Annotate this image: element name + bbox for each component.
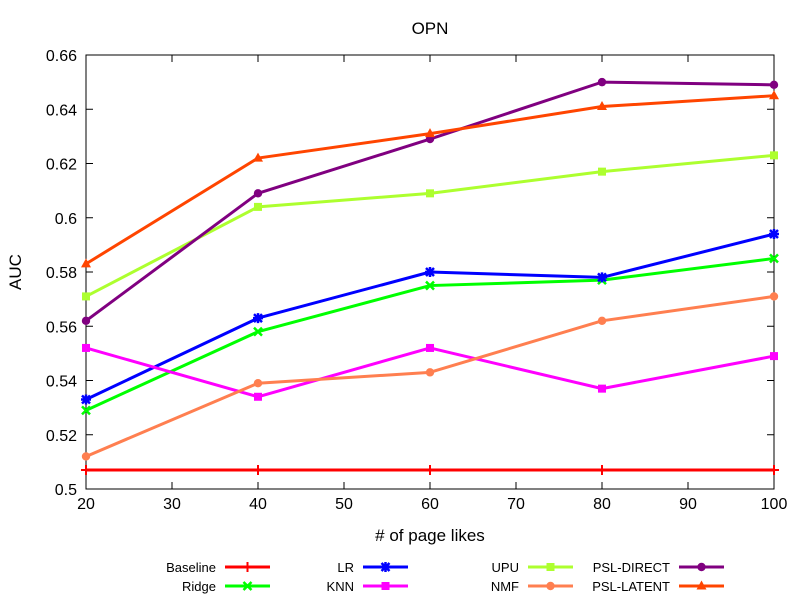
data-point: [254, 392, 262, 401]
x-tick-label: 70: [507, 496, 525, 513]
y-tick-label: 0.5: [55, 482, 77, 499]
data-point: [253, 465, 263, 476]
series-line: [85, 94, 775, 266]
data-point: [81, 394, 91, 405]
legend-entry: UPU: [492, 560, 573, 575]
x-tick-label: 20: [77, 496, 95, 513]
legend: Baseline Ridge LR KNN UPU NMF PSL-DIRECT PSL-LA…: [166, 560, 724, 594]
legend-entry: KNN: [327, 579, 408, 594]
data-point: [253, 189, 263, 198]
legend-marker: [381, 582, 390, 590]
legend-label: Baseline: [166, 560, 216, 575]
series-upu: [82, 151, 778, 301]
x-tick-label: 60: [421, 496, 439, 513]
legend-entry: PSL-LATENT: [592, 579, 724, 594]
legend-entry: Ridge: [182, 579, 270, 594]
series-lr: [81, 229, 779, 405]
data-point: [82, 343, 90, 352]
data-point: [597, 465, 607, 476]
data-point: [769, 80, 779, 90]
data-point: [82, 292, 90, 301]
legend-marker: [696, 580, 707, 590]
data-point: [598, 167, 606, 176]
legend-entry: PSL-DIRECT: [593, 560, 724, 575]
y-tick-label: 0.62: [46, 157, 77, 174]
series-psl-direct: [81, 77, 779, 326]
x-axis-label: # of page likes: [375, 526, 485, 545]
data-point: [253, 326, 263, 337]
legend-marker: [380, 562, 391, 572]
series-nmf: [81, 292, 779, 461]
y-tick-label: 0.66: [46, 48, 77, 65]
x-tick-label: 80: [593, 496, 611, 513]
x-tick-label: 40: [249, 496, 267, 513]
data-point: [769, 229, 779, 240]
data-point: [769, 253, 779, 264]
data-point: [769, 90, 779, 100]
x-tick-label: 30: [163, 496, 181, 513]
data-point: [81, 258, 91, 268]
data-point: [425, 368, 435, 377]
data-point: [426, 343, 434, 352]
legend-entry: LR: [337, 560, 408, 575]
data-point: [425, 267, 435, 277]
legend-label: LR: [337, 560, 354, 575]
y-tick-label: 0.52: [46, 428, 77, 445]
data-point: [597, 101, 607, 111]
series-ridge: [81, 253, 779, 416]
legend-label: PSL-DIRECT: [593, 560, 670, 575]
legend-label: Ridge: [182, 579, 216, 594]
data-point: [598, 384, 606, 393]
data-point: [597, 272, 607, 283]
y-tick-label: 0.56: [46, 319, 77, 336]
legend-marker: [242, 562, 253, 572]
data-point: [81, 316, 91, 326]
legend-entry: NMF: [491, 579, 573, 594]
data-point: [597, 316, 607, 326]
legend-label: KNN: [327, 579, 354, 594]
data-point: [81, 465, 91, 476]
legend-marker: [546, 581, 555, 591]
data-point: [769, 292, 779, 301]
data-point: [253, 152, 263, 162]
legend-label: PSL-LATENT: [592, 579, 670, 594]
data-point: [770, 352, 778, 361]
y-tick-label: 0.64: [46, 102, 77, 119]
series-knn: [82, 343, 778, 401]
data-point: [769, 465, 779, 476]
data-point: [425, 128, 435, 138]
legend-marker: [242, 581, 253, 591]
legend-marker: [546, 563, 555, 571]
data-point: [253, 379, 263, 388]
y-tick-label: 0.58: [46, 265, 77, 282]
y-tick-label: 0.54: [46, 374, 77, 391]
data-point: [597, 77, 607, 87]
y-tick-label: 0.6: [55, 211, 77, 228]
legend-marker: [697, 562, 706, 572]
data-point: [254, 202, 262, 211]
data-point: [81, 452, 91, 461]
legend-label: UPU: [492, 560, 519, 575]
legend-label: NMF: [491, 579, 519, 594]
y-axis-label: AUC: [6, 254, 25, 290]
series-line: [85, 256, 775, 412]
data-point: [81, 405, 91, 416]
legend-entry: Baseline: [166, 560, 270, 575]
x-tick-label: 50: [335, 496, 353, 513]
series-psl-latent: [81, 90, 779, 268]
data-point: [426, 189, 434, 198]
data-point: [425, 280, 435, 291]
series-baseline: [81, 465, 779, 476]
series-layer: [81, 77, 779, 476]
data-point: [770, 151, 778, 160]
data-point: [253, 313, 263, 324]
chart-title: OPN: [412, 19, 449, 38]
data-point: [425, 465, 435, 476]
x-tick-label: 90: [679, 496, 697, 513]
axis-ticks: 20 30 40 50 60 70 80 90 100 0.5 0.52 0.54 0.56 0.58 0.…: [46, 48, 788, 513]
x-tick-label: 100: [761, 496, 788, 513]
